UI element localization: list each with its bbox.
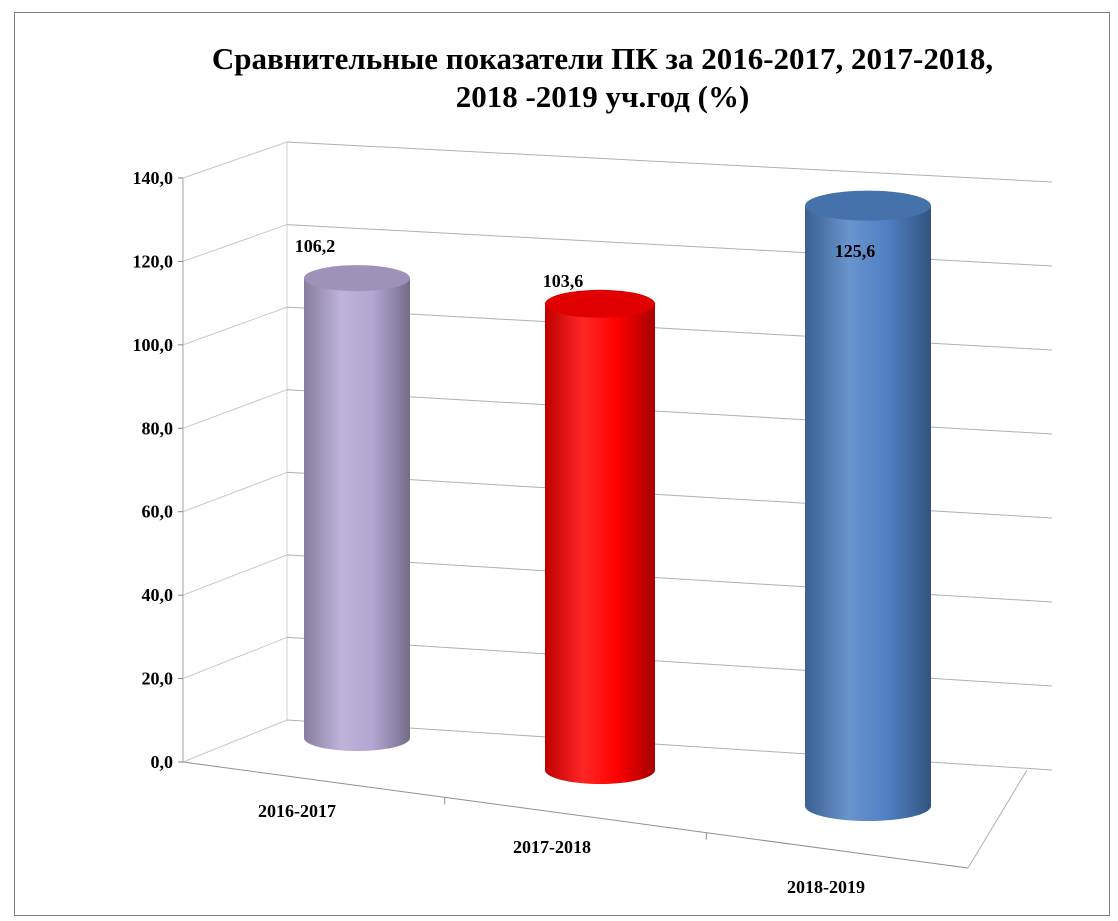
chart-title: Сравнительные показатели ПК за 2016-2017… [211,41,994,114]
gridline [286,141,1053,183]
y-tick-label: 20,0 [142,669,174,689]
data-label: 103,6 [543,271,584,291]
cylinder-top [805,190,931,221]
y-tick-label: 60,0 [142,502,174,522]
y-tick-label: 120,0 [133,251,174,271]
x-axis: 2016-2017 2017-2018 2018-2019 [182,761,1028,897]
gridline-side [182,389,288,429]
chart-bars [304,190,931,821]
cylinder-body [545,303,655,784]
chart-gridlines [182,141,1053,771]
y-tick-label: 80,0 [142,418,174,438]
cylinder-top [304,265,410,292]
data-label: 106,2 [295,236,336,256]
data-labels: 106,2 103,6 125,6 [295,236,876,291]
y-tick-label: 140,0 [133,168,174,188]
data-label: 125,6 [835,241,876,261]
gridline-side [182,306,288,346]
cylinder-body [805,205,931,821]
y-axis: 0,0 20,0 40,0 60,0 80,0 100,0 120,0 140,0 [133,168,183,772]
cylinder-body [304,278,410,751]
floor-right-edge [967,769,1028,869]
y-tick-label: 40,0 [142,585,174,605]
y-tick-label: 100,0 [133,335,174,355]
cylinder-top [545,289,655,318]
gridline-side [182,554,288,596]
gridline-side [182,471,288,513]
y-tick-label: 0,0 [151,752,174,772]
bar-2016-2017 [304,265,410,751]
gridline-side [182,224,288,262]
gridline-side [182,636,288,680]
chart-walls [182,142,288,762]
x-tick-label: 2017-2018 [513,837,591,857]
x-tick-label: 2016-2017 [258,801,336,821]
gridline [286,224,1053,267]
gridline-side [182,141,288,179]
gridline-side [182,719,288,763]
x-axis-line [182,761,969,869]
x-tick-label: 2018-2019 [787,877,865,897]
bar-2018-2019 [805,190,931,821]
bar-2017-2018 [545,289,655,784]
